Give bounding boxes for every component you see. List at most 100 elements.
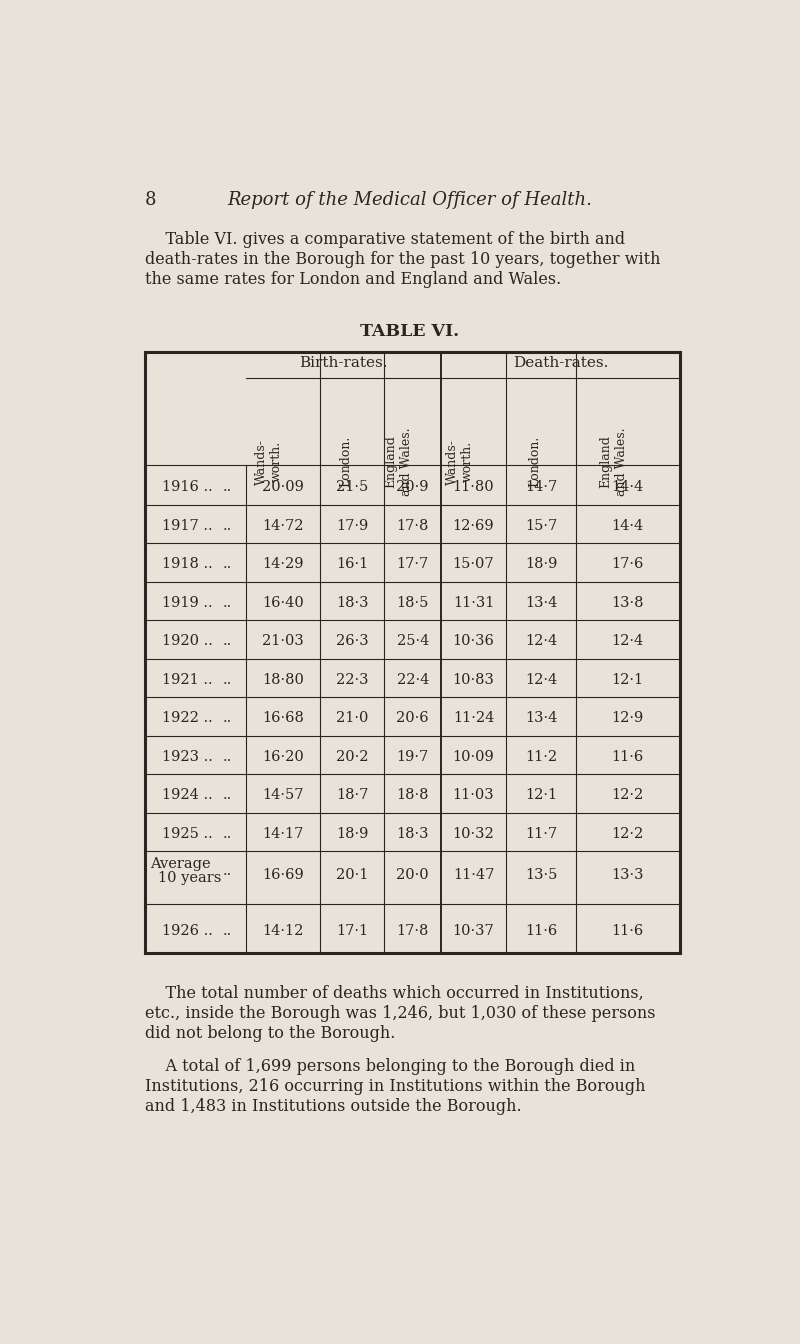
Text: 8: 8 — [145, 191, 157, 208]
Text: 20·1: 20·1 — [336, 868, 369, 882]
Text: Wands-
worth.: Wands- worth. — [446, 438, 474, 485]
Text: 20·9: 20·9 — [397, 480, 429, 495]
Text: 14·57: 14·57 — [262, 788, 304, 802]
Text: 14·72: 14·72 — [262, 519, 304, 532]
Text: ..: .. — [222, 827, 232, 840]
Text: 1925 ..: 1925 .. — [162, 827, 213, 840]
Text: 1922 ..: 1922 .. — [162, 711, 213, 724]
Text: 22·4: 22·4 — [397, 672, 429, 687]
Text: 1916 ..: 1916 .. — [162, 480, 213, 495]
Text: A total of 1,699 persons belonging to the Borough died in: A total of 1,699 persons belonging to th… — [145, 1058, 635, 1075]
Text: 1919 ..: 1919 .. — [162, 595, 213, 610]
Text: 10·37: 10·37 — [453, 925, 494, 938]
Text: 10 years: 10 years — [158, 871, 222, 886]
Text: 17·9: 17·9 — [336, 519, 368, 532]
Text: 13·4: 13·4 — [525, 711, 557, 724]
Text: England
and Wales.: England and Wales. — [385, 427, 413, 496]
Text: 18·8: 18·8 — [397, 788, 429, 802]
Text: Table VI. gives a comparative statement of the birth and: Table VI. gives a comparative statement … — [145, 231, 625, 247]
Text: 13·4: 13·4 — [525, 595, 557, 610]
Text: ..: .. — [222, 556, 232, 571]
Text: 15·07: 15·07 — [453, 556, 494, 571]
Text: England
and Wales.: England and Wales. — [600, 427, 628, 496]
Text: 12·4: 12·4 — [525, 672, 557, 687]
Text: 18·80: 18·80 — [262, 672, 304, 687]
Text: 1923 ..: 1923 .. — [162, 750, 213, 763]
Text: 20·6: 20·6 — [397, 711, 429, 724]
Text: 1926 ..: 1926 .. — [162, 925, 213, 938]
Text: Death-rates.: Death-rates. — [513, 356, 608, 370]
Text: 17·8: 17·8 — [397, 925, 429, 938]
Text: 1921 ..: 1921 .. — [162, 672, 213, 687]
Text: 22·3: 22·3 — [336, 672, 369, 687]
Text: 1918 ..: 1918 .. — [162, 556, 213, 571]
Text: 16·69: 16·69 — [262, 868, 304, 882]
Text: 14·17: 14·17 — [262, 827, 303, 840]
Text: 18·7: 18·7 — [336, 788, 369, 802]
Text: 18·9: 18·9 — [336, 827, 369, 840]
Text: 11·03: 11·03 — [453, 788, 494, 802]
Text: 10·09: 10·09 — [453, 750, 494, 763]
Text: etc., inside the Borough was 1,246, but 1,030 of these persons: etc., inside the Borough was 1,246, but … — [145, 1005, 655, 1023]
Text: ..: .. — [222, 519, 232, 532]
Text: 14·7: 14·7 — [525, 480, 557, 495]
Text: 18·5: 18·5 — [397, 595, 429, 610]
Text: ..: .. — [222, 925, 232, 938]
Text: 11·80: 11·80 — [453, 480, 494, 495]
Text: ..: .. — [222, 788, 232, 802]
Text: 13·5: 13·5 — [525, 868, 557, 882]
Text: 13·3: 13·3 — [611, 868, 644, 882]
Text: 15·7: 15·7 — [525, 519, 557, 532]
Text: 21·5: 21·5 — [336, 480, 368, 495]
Text: 12·9: 12·9 — [612, 711, 644, 724]
Text: London.: London. — [528, 435, 541, 488]
Text: and 1,483 in Institutions outside the Borough.: and 1,483 in Institutions outside the Bo… — [145, 1098, 522, 1114]
Text: 21·03: 21·03 — [262, 634, 304, 648]
Text: 17·7: 17·7 — [397, 556, 429, 571]
Text: the same rates for London and England and Wales.: the same rates for London and England an… — [145, 270, 562, 288]
Text: The total number of deaths which occurred in Institutions,: The total number of deaths which occurre… — [145, 985, 644, 1003]
Text: 20·09: 20·09 — [262, 480, 304, 495]
Text: 14·4: 14·4 — [612, 480, 644, 495]
Text: 14·4: 14·4 — [612, 519, 644, 532]
Text: 16·20: 16·20 — [262, 750, 304, 763]
Text: Wands-
worth.: Wands- worth. — [255, 438, 283, 485]
Text: Report of the Medical Officer of Health.: Report of the Medical Officer of Health. — [227, 191, 593, 208]
Text: did not belong to the Borough.: did not belong to the Borough. — [145, 1025, 395, 1042]
Text: 1924 ..: 1924 .. — [162, 788, 213, 802]
Text: 25·4: 25·4 — [397, 634, 429, 648]
Text: 12·2: 12·2 — [612, 788, 644, 802]
Text: 20·0: 20·0 — [397, 868, 429, 882]
Text: 16·1: 16·1 — [336, 556, 368, 571]
Text: TABLE VI.: TABLE VI. — [361, 323, 459, 340]
Text: Average: Average — [150, 857, 211, 871]
Text: 11·2: 11·2 — [525, 750, 557, 763]
Text: 26·3: 26·3 — [336, 634, 369, 648]
Text: 10·83: 10·83 — [453, 672, 494, 687]
Text: 17·8: 17·8 — [397, 519, 429, 532]
Text: 17·6: 17·6 — [611, 556, 644, 571]
Text: 12·1: 12·1 — [525, 788, 557, 802]
Text: Institutions, 216 occurring in Institutions within the Borough: Institutions, 216 occurring in Instituti… — [145, 1078, 646, 1094]
Text: 11·47: 11·47 — [453, 868, 494, 882]
Text: death-rates in the Borough for the past 10 years, together with: death-rates in the Borough for the past … — [145, 250, 661, 267]
Text: 11·6: 11·6 — [525, 925, 557, 938]
Text: 13·8: 13·8 — [611, 595, 644, 610]
Text: Birth-rates.: Birth-rates. — [299, 356, 388, 370]
Text: ..: .. — [222, 711, 232, 724]
Text: ..: .. — [222, 595, 232, 610]
Text: 19·7: 19·7 — [397, 750, 429, 763]
Text: ..: .. — [222, 864, 232, 878]
Text: 14·12: 14·12 — [262, 925, 303, 938]
Text: 18·9: 18·9 — [525, 556, 557, 571]
Text: 11·6: 11·6 — [612, 750, 644, 763]
Text: 11·24: 11·24 — [453, 711, 494, 724]
Text: 18·3: 18·3 — [336, 595, 369, 610]
Text: 20·2: 20·2 — [336, 750, 369, 763]
Text: 1920 ..: 1920 .. — [162, 634, 213, 648]
Text: 10·32: 10·32 — [453, 827, 494, 840]
Text: 21·0: 21·0 — [336, 711, 369, 724]
Text: 12·4: 12·4 — [612, 634, 644, 648]
Text: 12·69: 12·69 — [453, 519, 494, 532]
Text: ..: .. — [222, 480, 232, 495]
